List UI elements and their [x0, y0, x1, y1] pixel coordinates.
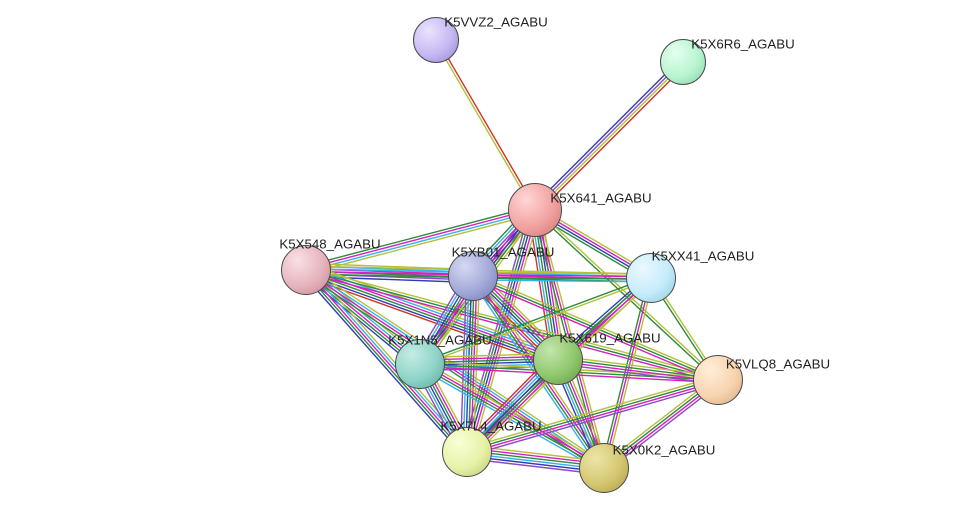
- node-circle[interactable]: [579, 443, 629, 493]
- node-K5X641_AGABU[interactable]: K5X641_AGABU: [508, 183, 562, 237]
- node-K5X6R6_AGABU[interactable]: K5X6R6_AGABU: [660, 39, 706, 85]
- node-K5XX41_AGABU[interactable]: K5XX41_AGABU: [626, 253, 676, 303]
- node-circle[interactable]: [660, 39, 706, 85]
- node-circle[interactable]: [413, 17, 459, 63]
- node-K5XB01_AGABU[interactable]: K5XB01_AGABU: [448, 251, 498, 301]
- node-K5X619_AGABU[interactable]: K5X619_AGABU: [533, 335, 583, 385]
- node-circle[interactable]: [626, 253, 676, 303]
- protein-network-graph: K5VVZ2_AGABU K5X6R6_AGABU K5X641_AGABU K5X5…: [0, 0, 975, 511]
- node-circle[interactable]: [448, 251, 498, 301]
- node-K5VVZ2_AGABU[interactable]: K5VVZ2_AGABU: [413, 17, 459, 63]
- node-K5VLQ8_AGABU[interactable]: K5VLQ8_AGABU: [693, 355, 743, 405]
- node-circle[interactable]: [442, 427, 492, 477]
- node-circle[interactable]: [693, 355, 743, 405]
- node-K5X7L4_AGABU[interactable]: K5X7L4_AGABU: [442, 427, 492, 477]
- node-circle[interactable]: [395, 339, 445, 389]
- node-K5X548_AGABU[interactable]: K5X548_AGABU: [281, 245, 331, 295]
- node-K5X1N5_AGABU[interactable]: K5X1N5_AGABU: [395, 339, 445, 389]
- node-circle[interactable]: [508, 183, 562, 237]
- node-circle[interactable]: [533, 335, 583, 385]
- node-circle[interactable]: [281, 245, 331, 295]
- node-K5X0K2_AGABU[interactable]: K5X0K2_AGABU: [579, 443, 629, 493]
- edge-database: [473, 280, 651, 282]
